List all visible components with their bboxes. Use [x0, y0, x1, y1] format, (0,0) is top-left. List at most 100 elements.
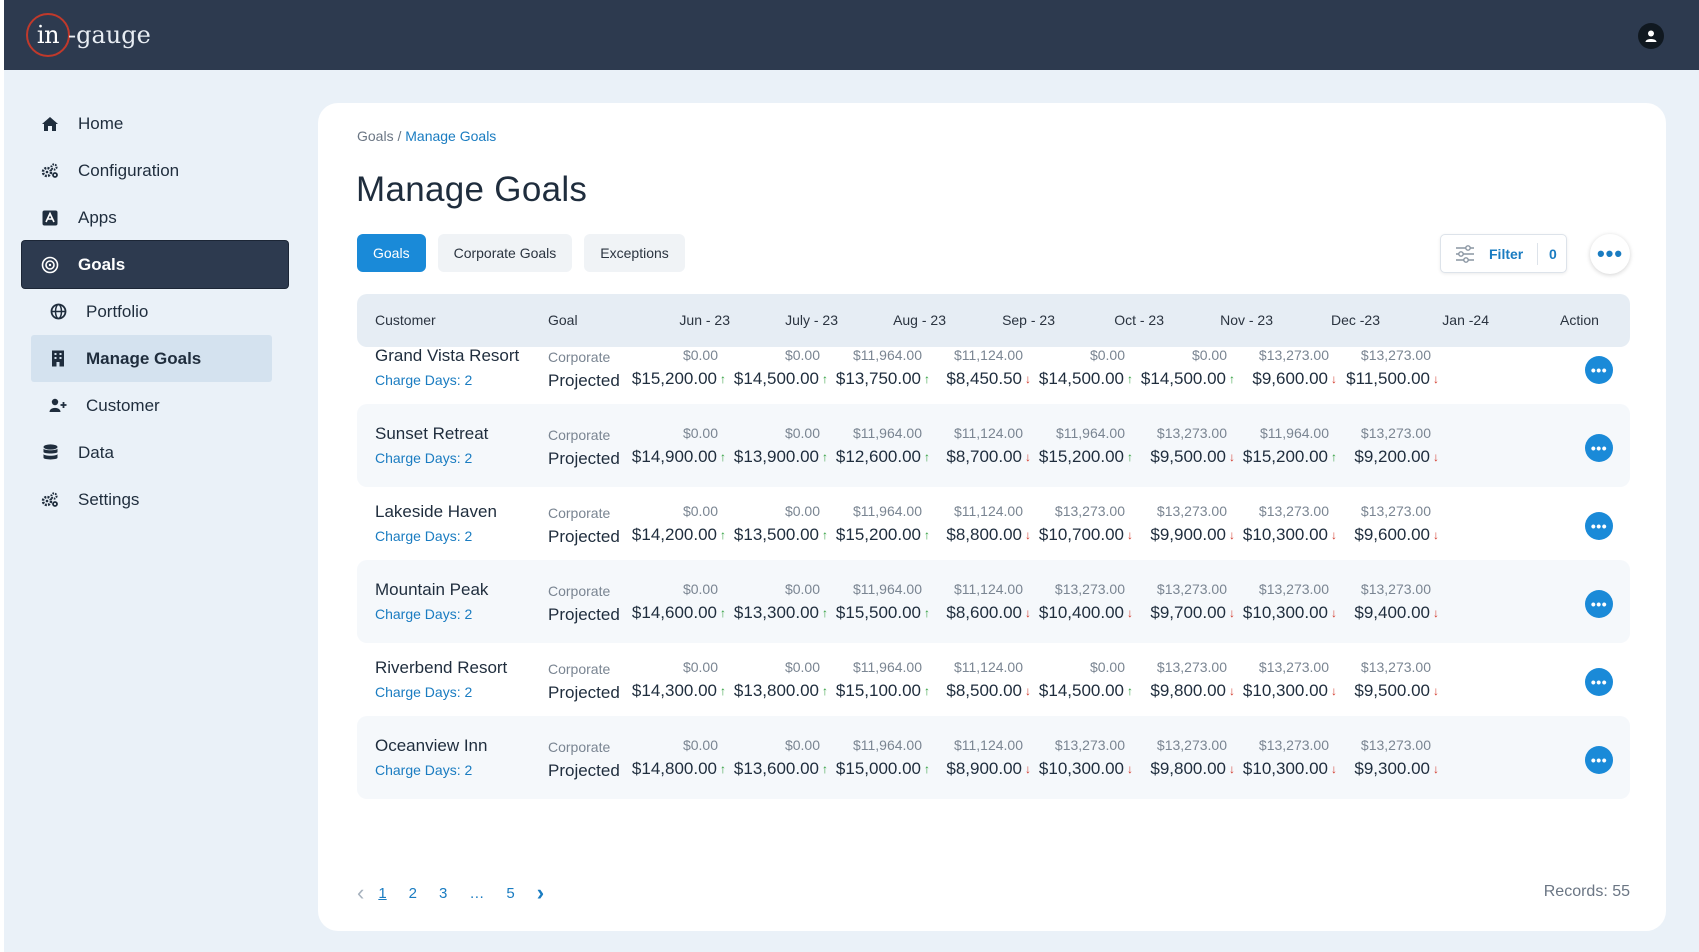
customer-name[interactable]: Lakeside Haven — [375, 502, 497, 521]
projected-value: $15,200.00 — [631, 369, 717, 388]
row-action-menu-icon[interactable]: ••• — [1585, 668, 1613, 696]
projected-value-wrap: $8,600.00 ↓ — [923, 603, 1033, 623]
arrow-down-icon: ↓ — [1025, 450, 1031, 464]
header-month[interactable]: Oct - 23 — [1114, 312, 1164, 328]
sidebar-item-apps[interactable]: Apps — [22, 194, 288, 241]
arrow-down-icon: ↓ — [1025, 762, 1031, 776]
page-link[interactable]: 1 — [378, 884, 387, 902]
header-month[interactable]: July - 23 — [785, 312, 838, 328]
projected-value-wrap: $14,500.00 ↑ — [720, 369, 830, 389]
sidebar-item-portfolio[interactable]: Portfolio — [22, 288, 288, 335]
header-customer[interactable]: Customer — [375, 312, 436, 328]
month-cell: $13,273.00 $10,300.00 ↓ — [1025, 737, 1135, 779]
month-cell: $11,964.00 $12,600.00 ↑ — [822, 425, 932, 467]
header-month[interactable]: Jan -24 — [1442, 312, 1489, 328]
projected-value-wrap: $10,300.00 ↓ — [1229, 525, 1339, 545]
sidebar-item-data[interactable]: Data — [22, 429, 288, 476]
sidebar-item-settings[interactable]: Settings — [22, 476, 288, 523]
table-row[interactable]: Lakeside Haven Charge Days: 2 Corporate Pro… — [357, 482, 1630, 565]
arrow-down-icon: ↓ — [1229, 762, 1235, 776]
sidebar-item-goals[interactable]: Goals — [22, 241, 288, 288]
arrow-up-icon: ↑ — [924, 450, 930, 464]
projected-value-wrap: $10,400.00 ↓ — [1025, 603, 1135, 623]
prev-page-chevron-icon[interactable]: ‹ — [357, 880, 365, 905]
header-goal[interactable]: Goal — [548, 312, 578, 328]
sidebar-item-customer[interactable]: Customer — [22, 382, 288, 429]
projected-value-wrap: $10,300.00 ↓ — [1229, 681, 1339, 701]
table-row[interactable]: Riverbend Resort Charge Days: 2 Corporate P… — [357, 638, 1630, 721]
table-row[interactable]: Oceanview Inn Charge Days: 2 Corporate Proj… — [357, 716, 1630, 799]
arrow-down-icon: ↓ — [1433, 372, 1439, 386]
header-month[interactable]: Dec -23 — [1330, 312, 1380, 328]
charge-days-link[interactable]: Charge Days: 2 — [375, 450, 473, 466]
goal-status: Projected — [548, 449, 620, 468]
month-cell: $0.00 $13,800.00 ↑ — [720, 659, 830, 701]
charge-days-link[interactable]: Charge Days: 2 — [375, 528, 473, 544]
month-cell: $13,273.00 $9,800.00 ↓ — [1127, 659, 1237, 701]
charge-days-link[interactable]: Charge Days: 2 — [375, 606, 473, 622]
filter-button[interactable]: Filter 0 — [1440, 234, 1567, 273]
charge-days-link[interactable]: Charge Days: 2 — [375, 684, 473, 700]
goal-value: $13,273.00 — [1156, 425, 1227, 441]
tab-goals[interactable]: Goals — [357, 234, 426, 272]
projected-value-wrap: $8,800.00 ↓ — [923, 525, 1033, 545]
table-row[interactable]: Grand Vista Resort Charge Days: 2 Corporat… — [357, 326, 1630, 409]
page-link[interactable]: 3 — [439, 884, 448, 902]
more-options-button[interactable]: ••• — [1590, 234, 1630, 274]
table-row[interactable]: Mountain Peak Charge Days: 2 Corporate Proj… — [357, 560, 1630, 643]
projected-value: $10,300.00 — [1242, 603, 1328, 622]
tab-corporate-goals[interactable]: Corporate Goals — [437, 234, 573, 272]
user-plus-icon — [48, 396, 68, 416]
page-link[interactable]: 2 — [408, 884, 418, 902]
arrow-up-icon: ↑ — [720, 762, 726, 776]
header-month[interactable]: Aug - 23 — [893, 312, 946, 328]
customer-name[interactable]: Grand Vista Resort — [375, 346, 520, 365]
breadcrumb-root[interactable]: Goals — [357, 128, 394, 144]
charge-days-link[interactable]: Charge Days: 2 — [375, 372, 473, 388]
customer-name[interactable]: Sunset Retreat — [375, 424, 489, 443]
page-link[interactable]: 5 — [506, 884, 515, 902]
header-month[interactable]: Jun - 23 — [679, 312, 730, 328]
projected-value: $9,800.00 — [1150, 681, 1226, 700]
customer-name[interactable]: Mountain Peak — [375, 580, 489, 599]
header-month[interactable]: Nov - 23 — [1220, 312, 1273, 328]
goal-status: Projected — [548, 371, 620, 390]
user-avatar-icon[interactable] — [1638, 23, 1664, 49]
logo-mark: in — [26, 13, 70, 57]
sidebar-item-home[interactable]: Home — [22, 100, 288, 147]
projected-value: $9,800.00 — [1150, 759, 1226, 778]
customer-name[interactable]: Oceanview Inn — [375, 736, 488, 755]
month-cell: $13,273.00 $9,300.00 ↓ — [1331, 737, 1441, 779]
projected-value: $13,600.00 — [733, 759, 819, 778]
sidebar-item-manage-goals[interactable]: Manage Goals — [31, 335, 272, 382]
filter-divider — [1537, 242, 1538, 265]
row-action-menu-icon[interactable]: ••• — [1585, 590, 1613, 618]
header-month[interactable]: Sep - 23 — [1002, 312, 1055, 328]
goal-status: Projected — [548, 683, 620, 702]
row-action-menu-icon[interactable]: ••• — [1585, 512, 1613, 540]
sidebar-item-label: Apps — [78, 207, 117, 227]
sidebar-item-configuration[interactable]: Configuration — [22, 147, 288, 194]
projected-value-wrap: $14,900.00 ↑ — [618, 447, 728, 467]
projected-value-wrap: $15,000.00 ↑ — [822, 759, 932, 779]
charge-days-link[interactable]: Charge Days: 2 — [375, 762, 473, 778]
projected-value: $13,500.00 — [733, 525, 819, 544]
table-row[interactable]: Sunset Retreat Charge Days: 2 Corporate Pro… — [357, 404, 1630, 487]
arrow-up-icon: ↑ — [924, 762, 930, 776]
tab-exceptions[interactable]: Exceptions — [584, 234, 685, 272]
logo[interactable]: in -gauge — [26, 13, 151, 57]
row-action-menu-icon[interactable]: ••• — [1585, 356, 1613, 384]
goal-value: $0.00 — [682, 503, 718, 519]
next-page-chevron-icon[interactable]: › — [536, 880, 545, 905]
customer-name[interactable]: Riverbend Resort — [375, 658, 508, 677]
goal-value: $13,273.00 — [1258, 737, 1329, 753]
projected-value-wrap: $13,300.00 ↑ — [720, 603, 830, 623]
arrow-up-icon: ↑ — [924, 372, 930, 386]
goal-value: $0.00 — [1191, 347, 1227, 363]
row-action-menu-icon[interactable]: ••• — [1585, 746, 1613, 774]
goal-value: $11,124.00 — [953, 737, 1023, 753]
header-action: Action — [1560, 312, 1599, 328]
month-cell: $13,273.00 $9,400.00 ↓ — [1331, 581, 1441, 623]
row-action-menu-icon[interactable]: ••• — [1585, 434, 1613, 462]
projected-value: $8,800.00 — [946, 525, 1022, 544]
